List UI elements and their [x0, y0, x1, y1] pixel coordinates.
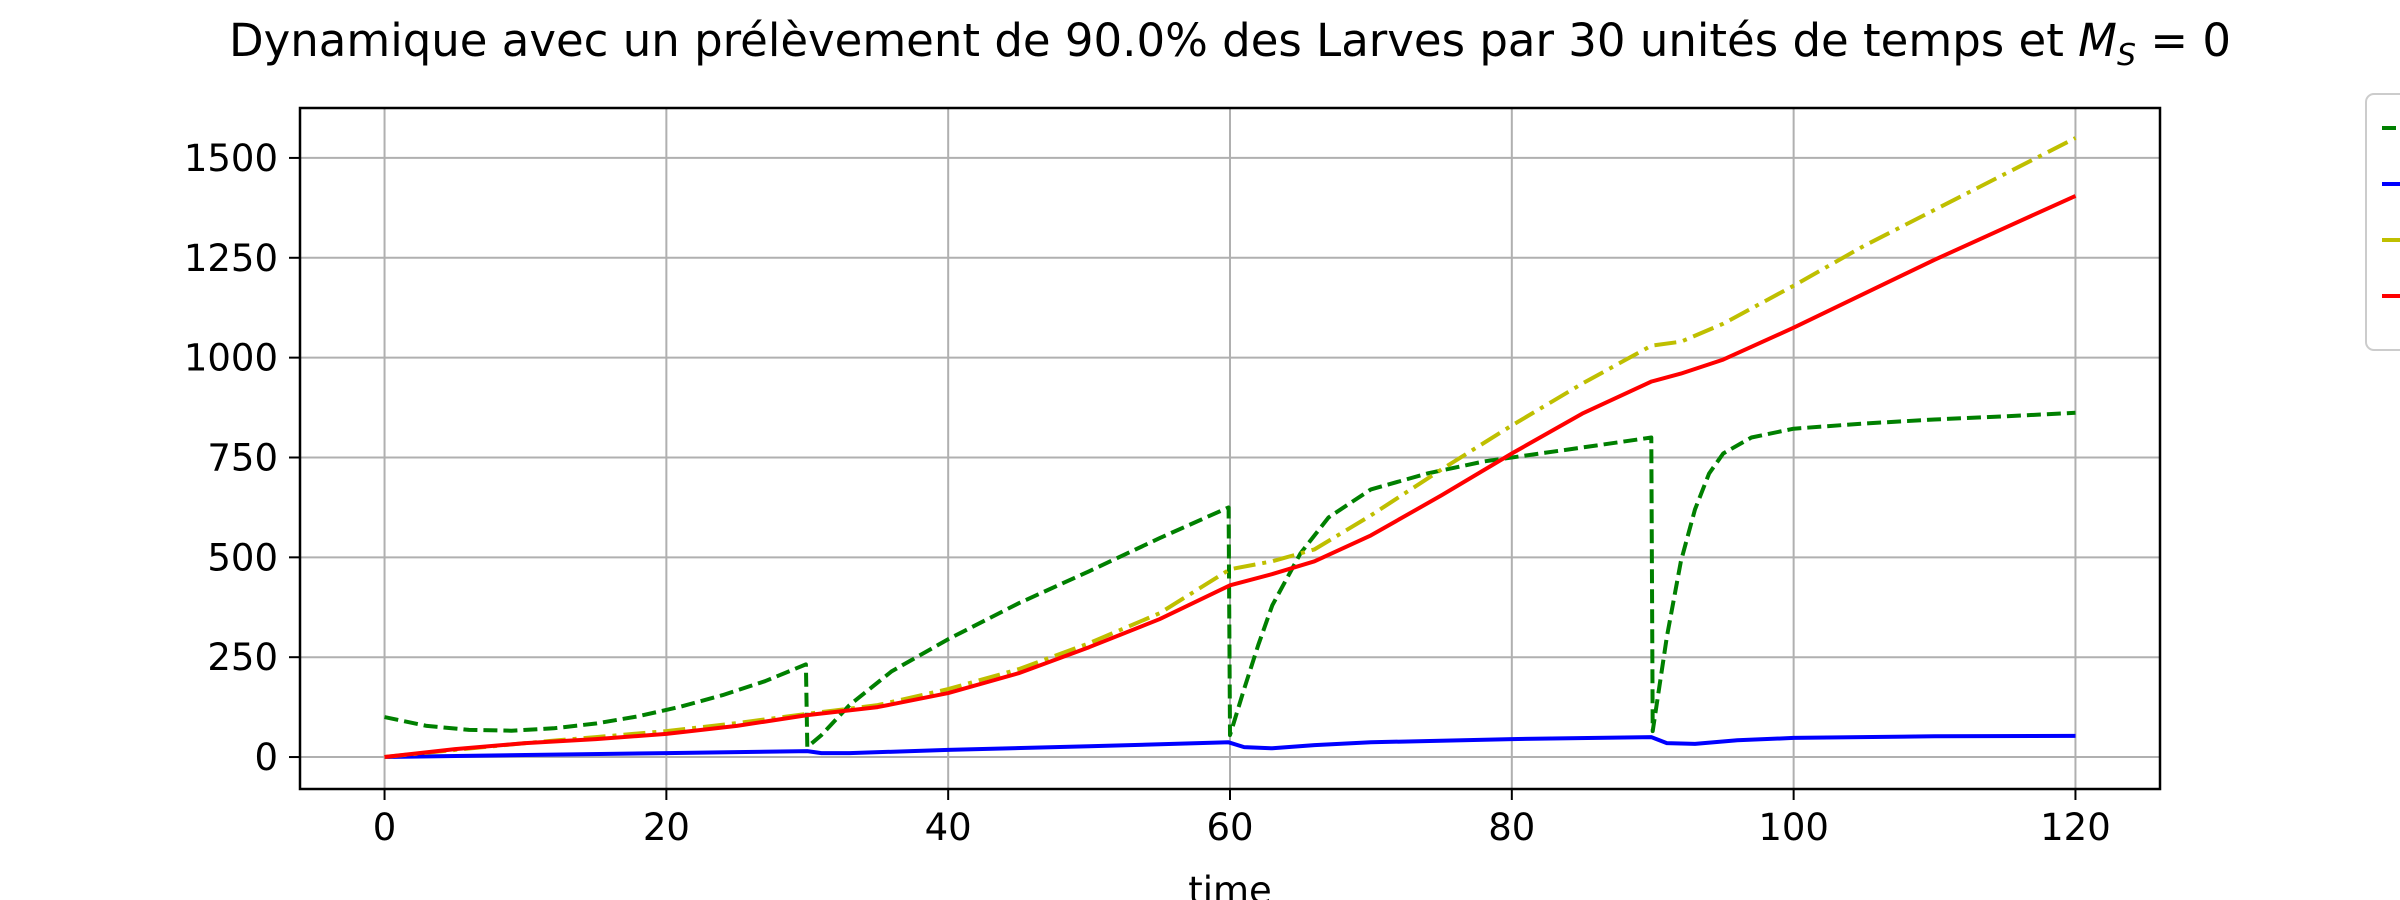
series-line-3 [384, 136, 2077, 759]
x-tick-label: 100 [1758, 806, 1829, 849]
x-tick-label: 60 [1206, 806, 1253, 849]
chart-title-subscript: S [2117, 38, 2136, 73]
y-tick-label: 0 [254, 736, 278, 779]
chart-title-main: Dynamique avec un prélèvement de 90.0% d… [229, 14, 2078, 67]
legend-swatches [2382, 126, 2400, 298]
x-tick-label: 40 [925, 806, 972, 849]
chart-title-symbol: M [2078, 14, 2117, 67]
series-line-1 [384, 410, 2076, 750]
x-tick-label: 20 [643, 806, 690, 849]
grid-lines [300, 108, 2160, 789]
chart-title: Dynamique avec un prélèvement de 90.0% d… [229, 14, 2231, 73]
x-tick-label: 120 [2040, 806, 2111, 849]
chart-title-tail: = 0 [2136, 14, 2231, 67]
y-tick-label: 1500 [184, 137, 278, 180]
series-line-4 [384, 194, 2077, 759]
legend [2365, 93, 2400, 351]
y-tick-label: 250 [207, 636, 278, 679]
x-tick-label: 0 [373, 806, 397, 849]
y-tick-label: 500 [207, 536, 278, 579]
series-group [384, 136, 2077, 759]
y-tick-label: 1000 [184, 337, 278, 380]
legend-frame [2365, 93, 2400, 351]
y-tick-label: 750 [207, 436, 278, 479]
x-axis-label: time [1188, 869, 1272, 900]
series-line-2 [384, 733, 2076, 759]
x-tick-label: 80 [1488, 806, 1535, 849]
y-tick-label: 1250 [184, 237, 278, 280]
x-axis: 0 20 40 60 80 100 120 [373, 789, 2111, 849]
y-axis: 0 250 500 750 1000 1250 1500 [184, 137, 300, 779]
